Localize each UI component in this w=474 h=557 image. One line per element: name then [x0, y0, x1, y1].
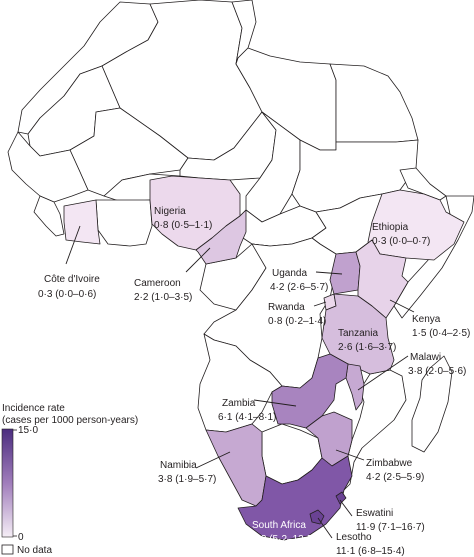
label-uganda-value: 4·2 (2·6–5·7): [270, 282, 328, 293]
country-liberia: [33, 195, 65, 237]
country-lesotho[interactable]: [309, 509, 325, 525]
country-mozambique: [339, 369, 407, 491]
label-malawi-name: Malawi: [410, 352, 441, 363]
region-labels: Côte d'Ivoire 0·3 (0·0–0·6) Nigeria 0·8 …: [38, 206, 470, 557]
label-cameroon-value: 2·2 (1·0–3·5): [134, 292, 192, 303]
country-south-africa[interactable]: [237, 455, 353, 541]
label-rwanda-name: Rwanda: [268, 302, 305, 313]
country-tanzania[interactable]: [321, 293, 395, 375]
label-cote-divoire-value: 0·3 (0·0–0·6): [38, 289, 96, 300]
label-ethiopia-name: Ethiopia: [372, 222, 409, 233]
label-zambia-name: Zambia: [222, 398, 256, 409]
label-kenya-value: 1·5 (0·4–2·5): [412, 328, 470, 339]
leader-malawi: [357, 355, 409, 391]
legend-subtitle: (cases per 1000 person-years): [2, 415, 138, 426]
country-malawi[interactable]: [345, 363, 365, 411]
label-zambia-value: 6·1 (4·1–8·1): [218, 412, 276, 423]
label-zimbabwe-name: Zimbabwe: [366, 458, 413, 469]
legend: Incidence rate (cases per 1000 person-ye…: [1, 403, 138, 556]
legend-max-label: 15·0: [18, 425, 38, 436]
no-data-countries: [7, 0, 474, 491]
label-namibia-value: 3·8 (1·9–5·7): [158, 474, 216, 485]
label-eswatini-name: Eswatini: [356, 508, 393, 519]
label-nigeria-value: 0·8 (0·5–1·1): [154, 220, 212, 231]
legend-color-bar: [1, 428, 14, 538]
label-ethiopia-value: 0·3 (0·0–0·7): [372, 236, 430, 247]
leader-rwanda: [313, 301, 327, 307]
label-lesotho-value: 11·1 (6·8–15·4): [336, 546, 405, 557]
legend-nodata-label: No data: [17, 545, 52, 556]
leader-cote-divoire: [65, 225, 81, 265]
label-tanzania-name: Tanzania: [338, 328, 378, 339]
country-cote-divoire[interactable]: [63, 199, 101, 245]
country-zimbabwe[interactable]: [305, 411, 353, 467]
country-namibia[interactable]: [205, 423, 267, 507]
label-nigeria-name: Nigeria: [154, 206, 186, 217]
label-cameroon-name: Cameroon: [134, 278, 181, 289]
leader-kenya: [389, 299, 415, 313]
label-south-africa-value: 9·3 (5·2–13·5): [252, 534, 316, 545]
leader-zimbabwe: [335, 449, 365, 461]
country-zambia[interactable]: [271, 353, 349, 429]
leader-lines: [65, 225, 415, 539]
label-lesotho-name: Lesotho: [336, 532, 372, 543]
leader-zambia: [253, 399, 297, 407]
leader-lesotho: [317, 517, 333, 539]
label-south-africa-name: South Africa: [252, 520, 306, 531]
legend-title: Incidence rate: [2, 403, 65, 414]
country-senegal-guinea: [7, 131, 89, 203]
label-rwanda-value: 0·8 (0·2–1·4): [268, 316, 326, 327]
label-namibia-name: Namibia: [160, 460, 197, 471]
country-angola: [197, 333, 283, 433]
label-zimbabwe-value: 4·2 (2·5–5·9): [366, 472, 424, 483]
legend-min-label: 0: [18, 532, 24, 543]
country-egypt: [329, 63, 419, 143]
legend-nodata-swatch: [1, 544, 14, 555]
data-countries: [63, 175, 465, 541]
label-malawi-value: 3·8 (2·0–5·6): [408, 366, 466, 377]
country-madagascar: [411, 355, 453, 453]
label-cote-divoire-name: Côte d'Ivoire: [44, 274, 100, 285]
label-eswatini-value: 11·9 (7·1–16·7): [356, 522, 425, 533]
leader-cameroon: [185, 247, 211, 273]
leader-namibia: [195, 451, 231, 469]
label-tanzania-value: 2·6 (1·6–3·7): [338, 342, 396, 353]
label-kenya-name: Kenya: [412, 314, 441, 325]
leader-eswatini: [339, 499, 353, 517]
country-kenya[interactable]: [355, 239, 409, 319]
label-uganda-name: Uganda: [272, 268, 307, 279]
country-eswatini[interactable]: [335, 491, 347, 505]
country-eritrea: [399, 167, 447, 201]
country-ghana-benin: [95, 199, 153, 247]
country-cameroon[interactable]: [195, 209, 247, 265]
leader-uganda: [315, 271, 343, 275]
country-ethiopia[interactable]: [367, 189, 465, 261]
